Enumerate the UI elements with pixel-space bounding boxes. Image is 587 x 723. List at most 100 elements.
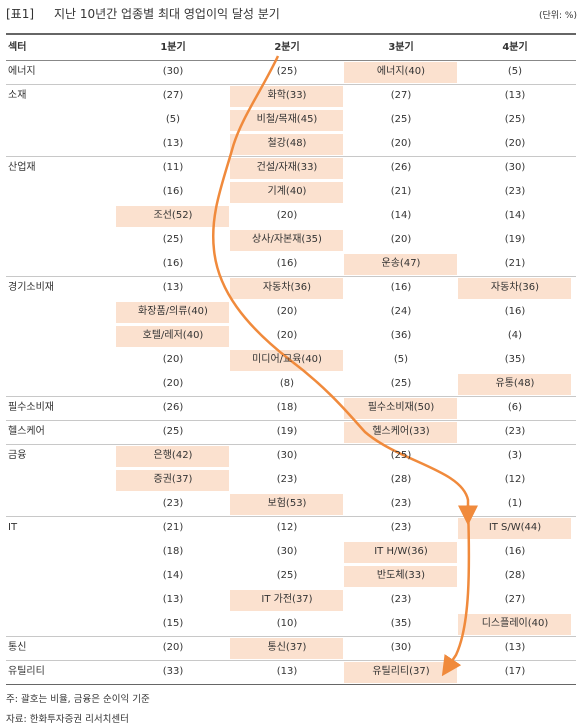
cell: (20) xyxy=(504,138,526,149)
cell: (16) xyxy=(504,546,526,557)
cell: 통신(37) xyxy=(267,642,307,653)
highlight xyxy=(344,542,457,563)
sector: 금융 xyxy=(8,450,27,461)
cell: (21) xyxy=(504,258,526,269)
cell: 헬스케어(33) xyxy=(372,426,430,437)
cell: 조선(52) xyxy=(153,210,193,221)
cell: (25) xyxy=(390,450,412,461)
cell: 필수소비재(50) xyxy=(367,402,435,413)
cell: 건설/자재(33) xyxy=(256,162,318,173)
cell: (35) xyxy=(504,354,526,365)
cell: (18) xyxy=(162,546,184,557)
sector: 헬스케어 xyxy=(8,426,45,437)
cell: (30) xyxy=(504,162,526,173)
cell: 화학(33) xyxy=(267,90,307,101)
cell: (12) xyxy=(276,522,298,533)
cell: (14) xyxy=(390,210,412,221)
cell: (8) xyxy=(279,378,295,389)
highlight xyxy=(458,278,571,299)
cell: IT H/W(36) xyxy=(374,546,428,557)
cell: (16) xyxy=(504,306,526,317)
cell: (25) xyxy=(390,378,412,389)
sector: 경기소비재 xyxy=(8,282,54,293)
sector: 통신 xyxy=(8,642,27,653)
cell: (16) xyxy=(276,258,298,269)
cell: (17) xyxy=(504,666,526,677)
cell: (18) xyxy=(276,402,298,413)
group-rule xyxy=(6,660,576,661)
table-title: 지난 10년간 업종별 최대 영업이익 달성 분기 xyxy=(54,7,280,21)
cell: (25) xyxy=(276,570,298,581)
cell: (25) xyxy=(162,426,184,437)
cell: (30) xyxy=(390,642,412,653)
cell: 호텔/레저(40) xyxy=(142,330,204,341)
cell: 증권(37) xyxy=(153,474,193,485)
cell: (23) xyxy=(504,426,526,437)
column-header: 1분기 xyxy=(160,42,186,53)
note: 자료: 한화투자증권 리서치센터 xyxy=(6,714,129,723)
cell: (16) xyxy=(162,258,184,269)
group-rule xyxy=(6,276,576,277)
cell: 유통(48) xyxy=(495,378,535,389)
group-rule xyxy=(6,444,576,445)
cell: (16) xyxy=(162,186,184,197)
cell: (20) xyxy=(162,354,184,365)
cell: (13) xyxy=(162,282,184,293)
column-header: 4분기 xyxy=(502,42,528,53)
column-header: 섹터 xyxy=(8,42,27,53)
cell: 유틸리티(37) xyxy=(372,666,430,677)
table-label: [표1] xyxy=(6,7,35,21)
group-rule xyxy=(6,84,576,85)
group-rule xyxy=(6,396,576,397)
cell: (5) xyxy=(393,354,409,365)
group-rule xyxy=(6,516,576,517)
header-rule xyxy=(6,60,576,61)
cell: (27) xyxy=(162,90,184,101)
cell: (19) xyxy=(276,426,298,437)
highlight xyxy=(458,518,571,539)
highlight xyxy=(116,302,229,323)
cell: (26) xyxy=(162,402,184,413)
highlight xyxy=(344,566,457,587)
cell: 반도체(33) xyxy=(376,570,426,581)
cell: 은행(42) xyxy=(153,450,193,461)
cell: 미디어/교육(40) xyxy=(252,354,322,365)
cell: (26) xyxy=(390,162,412,173)
cell: (23) xyxy=(276,474,298,485)
cell: 자동차(36) xyxy=(490,282,540,293)
highlight xyxy=(116,470,229,491)
cell: (23) xyxy=(390,594,412,605)
cell: (30) xyxy=(276,546,298,557)
highlight xyxy=(458,614,571,635)
cell: (20) xyxy=(162,378,184,389)
cell: 보험(53) xyxy=(267,498,307,509)
cell: 상사/자본재(35) xyxy=(252,234,322,245)
cell: (23) xyxy=(504,186,526,197)
cell: (13) xyxy=(504,90,526,101)
cell: (20) xyxy=(390,138,412,149)
cell: (3) xyxy=(507,450,523,461)
cell: (27) xyxy=(390,90,412,101)
cell: (10) xyxy=(276,618,298,629)
note: 주: 괄호는 비율, 금융은 순이익 기준 xyxy=(6,694,150,705)
cell: 자동차(36) xyxy=(262,282,312,293)
cell: (20) xyxy=(276,330,298,341)
top-rule xyxy=(6,33,576,35)
cell: (5) xyxy=(165,114,181,125)
cell: (20) xyxy=(162,642,184,653)
unit: (단위: %) xyxy=(538,11,577,21)
sector: IT xyxy=(8,522,18,533)
cell: (21) xyxy=(390,186,412,197)
cell: 비철/목재(45) xyxy=(256,114,318,125)
cell: IT 가전(37) xyxy=(261,594,313,605)
cell: (30) xyxy=(276,450,298,461)
cell: (20) xyxy=(276,306,298,317)
cell: (14) xyxy=(162,570,184,581)
highlight xyxy=(458,374,571,395)
highlight xyxy=(116,326,229,347)
cell: (1) xyxy=(507,498,523,509)
bottom-rule xyxy=(6,684,576,685)
cell: 디스플레이(40) xyxy=(481,618,549,629)
highlight xyxy=(116,446,229,467)
